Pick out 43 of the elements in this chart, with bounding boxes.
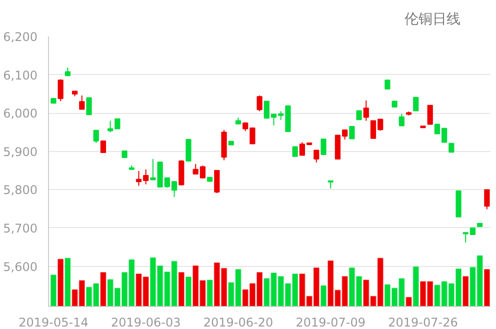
candlestick xyxy=(256,94,262,112)
candlestick xyxy=(363,100,369,122)
candlestick xyxy=(314,150,320,163)
bar xyxy=(185,276,192,306)
candlestick xyxy=(320,138,326,155)
y-tick-label: 5,800 xyxy=(3,183,38,198)
bar xyxy=(50,274,57,306)
y-tick-label: 5,700 xyxy=(3,221,38,236)
x-tick-label: 2019-06-20 xyxy=(203,316,274,329)
x-tick-label: 2019-07-26 xyxy=(388,316,458,329)
bar xyxy=(100,272,106,306)
candlestick xyxy=(93,130,99,144)
bar xyxy=(64,258,71,306)
candlestick xyxy=(214,170,220,194)
x-tick-label: 2019-06-03 xyxy=(110,316,181,329)
y-tick-label: 6,000 xyxy=(3,106,38,121)
bar xyxy=(406,296,412,306)
bar xyxy=(484,268,490,306)
y-tick-label: 6,200 xyxy=(3,30,38,44)
candlestick xyxy=(79,94,85,110)
y-tick-label: 6,100 xyxy=(3,68,38,82)
candlestick xyxy=(484,189,490,210)
candlestick xyxy=(178,160,184,186)
candlestick xyxy=(186,139,192,162)
chart-title: 伦铜日线 xyxy=(404,12,460,28)
bar xyxy=(58,258,64,306)
bar xyxy=(412,266,419,306)
bar xyxy=(206,280,213,306)
candlestick xyxy=(292,146,298,157)
candlestick xyxy=(349,126,355,140)
y-tick-label: 5,600 xyxy=(3,260,38,274)
bar xyxy=(462,276,469,306)
x-tick-label: 2019-05-14 xyxy=(18,316,88,329)
candlestick xyxy=(398,113,404,126)
bar xyxy=(178,272,184,306)
x-tick-label: 2019-07-09 xyxy=(296,316,366,329)
candlestick xyxy=(100,140,106,154)
y-tick-label: 5,900 xyxy=(3,144,38,159)
candlestick xyxy=(427,104,433,125)
candlestick xyxy=(58,78,64,102)
bar xyxy=(320,285,327,306)
candlestick xyxy=(86,97,92,116)
candlestick xyxy=(413,96,419,112)
